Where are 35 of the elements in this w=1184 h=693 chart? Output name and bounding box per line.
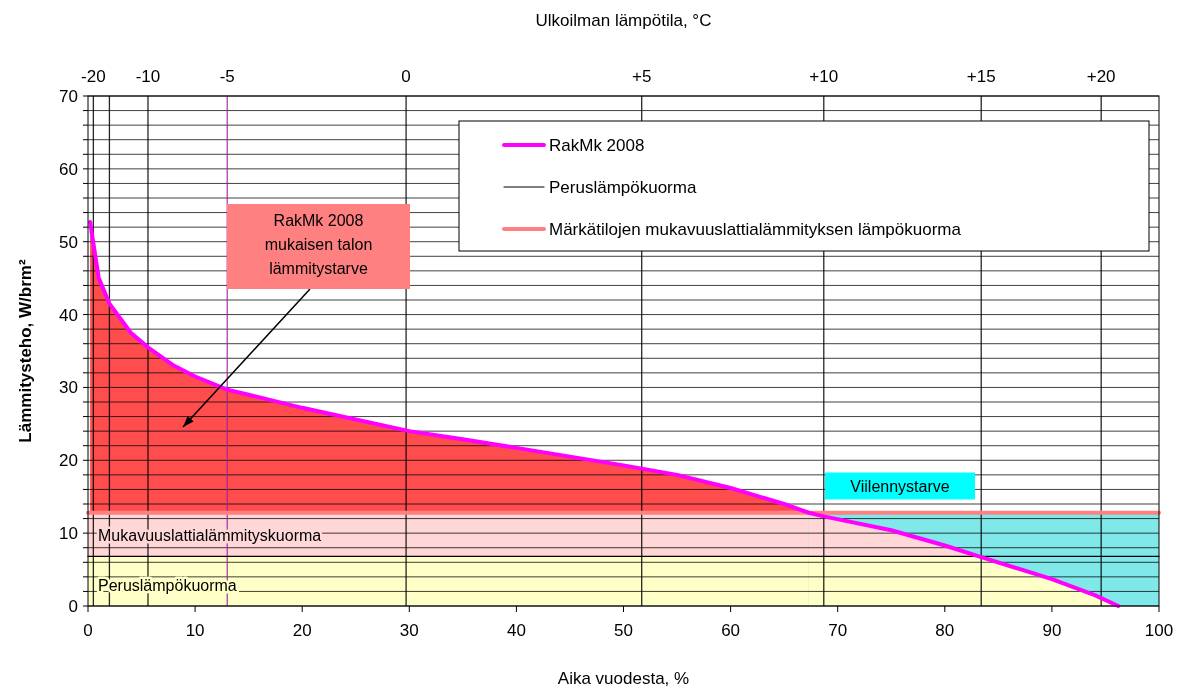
x-tick-label: 80 <box>935 621 955 640</box>
annotation: +20 <box>1086 67 1116 86</box>
y-tick-label: 70 <box>59 87 78 106</box>
x-tick-label: 10 <box>185 621 205 640</box>
legend-label: Peruslämpökuorma <box>549 178 697 197</box>
y-axis-title: Lämmitysteho, W/brm² <box>16 259 35 443</box>
annotation: +5 <box>632 67 652 86</box>
x-tick-label: 20 <box>292 621 312 640</box>
text: Ulkoilman lämpötila, °C <box>535 11 712 30</box>
x-tick-label: 40 <box>506 621 526 640</box>
x-tick-label: 50 <box>614 621 633 640</box>
y-tick-label: 50 <box>59 232 78 252</box>
annotation: -20 <box>81 67 106 86</box>
annotation: RakMk 2008 mukaisen talon lämmitystarve <box>264 212 373 277</box>
legend-label: RakMk 2008 <box>549 136 645 155</box>
annotation: +15 <box>966 67 996 86</box>
annotation: +10 <box>809 67 839 86</box>
annotation: 0 <box>401 67 411 86</box>
y-tick-label: 10 <box>59 524 78 544</box>
x-tick-label: 60 <box>721 621 741 640</box>
x-tick-label: 0 <box>83 621 93 640</box>
annotation: -10 <box>135 67 161 86</box>
y-tick-label: 40 <box>59 305 78 325</box>
legend-label: Märkätilojen mukavuuslattialämmityksen lämpökuorma <box>549 220 962 239</box>
x-tick-label: 90 <box>1042 621 1062 640</box>
annotation: Viilennystarve <box>850 478 950 495</box>
y-tick-label: 20 <box>59 451 78 471</box>
x-tick-label: 30 <box>399 621 419 640</box>
y-tick-label: 30 <box>59 378 78 398</box>
x-tick-label: 100 <box>1144 621 1174 640</box>
x-tick-label: 70 <box>828 621 848 640</box>
y-tick-label: 0 <box>68 597 78 616</box>
y-tick-label: 60 <box>59 159 78 179</box>
x-axis-title: Aika vuodesta, % <box>557 669 690 688</box>
annotation: -5 <box>219 67 235 86</box>
